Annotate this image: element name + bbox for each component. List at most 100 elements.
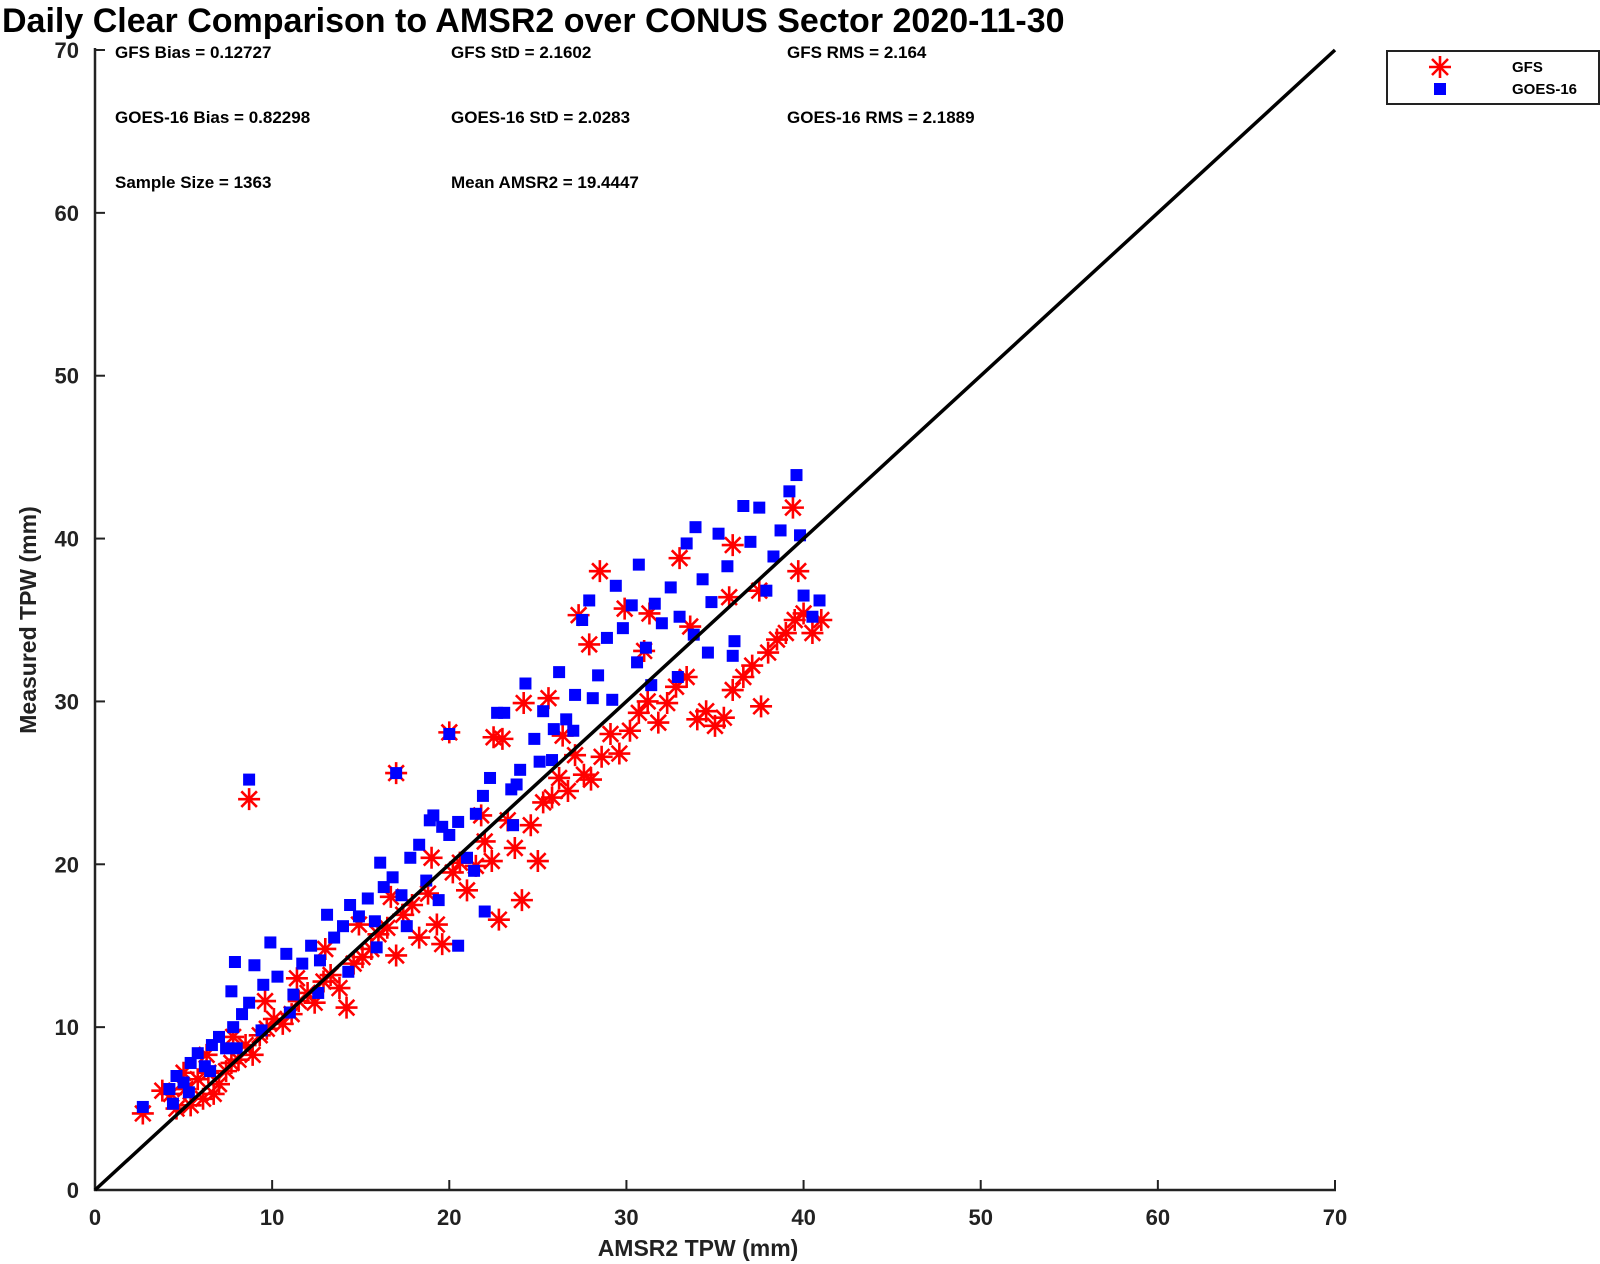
gfs-point xyxy=(656,692,679,715)
gfs-point xyxy=(526,850,549,873)
y-tick-label: 30 xyxy=(55,689,79,714)
stat-mean-amsr2: Mean AMSR2 = 19.4447 xyxy=(451,173,639,192)
goes16-point xyxy=(163,1083,176,1096)
goes16-point xyxy=(696,573,709,586)
gfs-point xyxy=(172,1061,195,1084)
x-tick-label: 50 xyxy=(968,1205,992,1230)
y-tick-label: 40 xyxy=(55,527,79,552)
gfs-point xyxy=(392,903,415,926)
goes16-point xyxy=(726,649,739,662)
gfs-point xyxy=(750,695,773,718)
goes16-point xyxy=(377,881,390,894)
gfs-point xyxy=(548,766,571,789)
legend-goes-label: GOES-16 xyxy=(1512,81,1577,98)
goes16-point xyxy=(609,579,622,592)
goes16-point xyxy=(184,1056,197,1069)
goes16-point xyxy=(243,996,256,1009)
legend-gfs-label: GFS xyxy=(1512,59,1543,76)
gfs-point xyxy=(519,814,542,837)
goes16-point xyxy=(783,485,796,498)
goes16-point xyxy=(337,920,349,933)
goes16-point xyxy=(546,754,559,767)
goes16-point xyxy=(625,599,638,612)
gfs-point xyxy=(487,908,510,931)
goes16-point xyxy=(287,988,300,1001)
gfs-point xyxy=(192,1087,215,1110)
stat-goes-bias: GOES-16 Bias = 0.82298 xyxy=(115,108,310,127)
gfs-point xyxy=(537,687,560,710)
gfs-point xyxy=(532,791,555,814)
x-tick-label: 20 xyxy=(437,1205,461,1230)
goes16-point xyxy=(767,550,780,563)
goes16-point xyxy=(774,524,787,537)
goes16-point xyxy=(321,908,334,921)
gfs-point xyxy=(480,850,503,873)
gfs-point xyxy=(732,666,755,688)
plot-area xyxy=(131,469,833,1125)
gfs-point xyxy=(787,560,810,583)
goes16-point xyxy=(296,957,309,970)
goes16-point xyxy=(790,469,803,482)
x-tick-label: 10 xyxy=(260,1205,284,1230)
gfs-point xyxy=(757,641,780,664)
goes16-point xyxy=(136,1100,149,1113)
gfs-point xyxy=(491,727,514,750)
goes16-point xyxy=(507,819,520,832)
y-axis-label: Measured TPW (mm) xyxy=(15,506,41,733)
y-axis: 0 10 20 30 40 50 60 70 xyxy=(55,38,105,1203)
gfs-point xyxy=(792,602,815,625)
goes16-point xyxy=(510,778,523,791)
stat-gfs-bias: GFS Bias = 0.12727 xyxy=(115,43,271,62)
gfs-point xyxy=(636,690,659,713)
goes16-point xyxy=(361,892,374,905)
gfs-point xyxy=(686,708,709,731)
goes16-point xyxy=(204,1065,217,1078)
goes16-point xyxy=(813,594,826,607)
gfs-point xyxy=(303,991,326,1014)
gfs-point xyxy=(482,726,505,749)
goes16-point xyxy=(576,614,589,626)
goes16-point xyxy=(712,527,725,540)
goes16-point xyxy=(386,871,399,884)
goes16-point xyxy=(413,838,426,851)
gfs-point xyxy=(385,944,408,967)
gfs-point xyxy=(665,675,688,698)
goes16-point xyxy=(737,500,750,512)
gfs-point xyxy=(222,1025,245,1048)
goes16-point xyxy=(583,594,596,607)
y-tick-label: 20 xyxy=(55,852,79,877)
stat-gfs-std: GFS StD = 2.1602 xyxy=(451,43,591,62)
gfs-point xyxy=(401,894,424,916)
goes16-point xyxy=(600,631,613,644)
gfs-point xyxy=(668,547,691,570)
goes16-point xyxy=(368,915,381,928)
goes16-point xyxy=(680,537,693,550)
goes16-point xyxy=(191,1047,204,1060)
gfs-point xyxy=(367,923,390,946)
goes16-point xyxy=(443,728,456,740)
goes16-point xyxy=(264,936,277,949)
gfs-point xyxy=(151,1079,174,1102)
gfs-point xyxy=(512,692,535,715)
gfs-point xyxy=(801,622,824,645)
gfs-point xyxy=(202,1082,225,1105)
gfs-point xyxy=(417,882,440,905)
y-tick-label: 60 xyxy=(55,201,79,226)
goes16-point xyxy=(182,1086,195,1099)
gfs-point xyxy=(351,946,374,969)
goes16-point xyxy=(606,693,619,706)
y-tick-label: 50 xyxy=(55,364,79,389)
goes16-point xyxy=(484,771,497,784)
goes16-point xyxy=(230,1042,243,1055)
goes16-point xyxy=(370,941,383,954)
stat-gfs-rms: GFS RMS = 2.164 xyxy=(787,43,927,62)
goes16-point xyxy=(514,763,527,776)
chart-title: Daily Clear Comparison to AMSR2 over CON… xyxy=(2,2,1065,40)
goes16-point xyxy=(753,501,766,514)
x-axis-label: AMSR2 TPW (mm) xyxy=(598,1235,799,1261)
goes16-point xyxy=(220,1042,233,1055)
y-tick-label: 0 xyxy=(67,1178,79,1203)
goes16-point xyxy=(452,939,465,952)
series-goes-16 xyxy=(136,469,826,1113)
